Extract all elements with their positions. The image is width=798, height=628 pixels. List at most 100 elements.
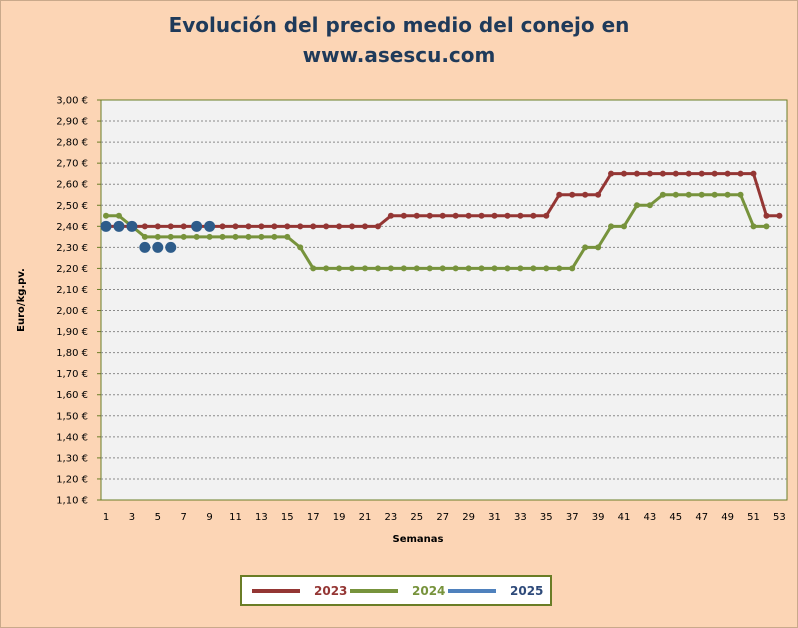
data-point-2023 (452, 212, 459, 219)
y-tick-label: 2,10 € (56, 285, 88, 296)
y-tick-label: 1,50 € (56, 411, 88, 422)
x-tick-label: 39 (592, 512, 605, 523)
x-tick-label: 33 (514, 512, 527, 523)
data-point-2024 (737, 191, 744, 198)
x-tick-label: 19 (333, 512, 346, 523)
data-point-2024 (569, 265, 576, 272)
data-point-2024 (543, 265, 550, 272)
data-point-2024 (582, 244, 589, 251)
data-point-2024 (180, 233, 187, 240)
data-point-2024 (336, 265, 343, 272)
y-tick-label: 1,30 € (56, 453, 88, 464)
data-point-2024 (141, 233, 148, 240)
data-point-2024 (517, 265, 524, 272)
data-point-2023 (724, 170, 731, 177)
legend-label-2023: 2023 (314, 583, 348, 598)
x-tick-label: 21 (359, 512, 372, 523)
series-line-2024 (106, 193, 767, 270)
data-point-2024 (103, 212, 109, 219)
data-point-2024 (491, 265, 498, 272)
data-point-2024 (271, 233, 278, 240)
data-point-2023 (737, 170, 744, 177)
data-point-2023 (271, 223, 278, 230)
x-tick-label: 29 (462, 512, 475, 523)
data-point-2024 (115, 212, 122, 219)
data-point-2024 (284, 233, 291, 240)
x-tick-label: 47 (695, 512, 708, 523)
y-tick-label: 2,80 € (56, 138, 88, 149)
legend-label-2024: 2024 (412, 583, 446, 598)
data-point-2023 (543, 212, 550, 219)
data-point-2023 (633, 170, 640, 177)
y-tick-label: 1,20 € (56, 474, 88, 485)
x-tick-label: 51 (747, 512, 760, 523)
data-point-2024 (206, 233, 213, 240)
data-point-2023 (646, 170, 653, 177)
data-point-2023 (608, 170, 615, 177)
data-point-2023 (141, 223, 148, 230)
data-point-2024 (621, 223, 627, 230)
data-point-2024 (374, 265, 381, 272)
y-tick-label: 2,60 € (56, 180, 88, 191)
y-tick-label: 2,50 € (56, 201, 88, 212)
data-point-2023 (219, 223, 226, 230)
x-tick-label: 43 (644, 512, 657, 523)
data-point-2023 (297, 223, 304, 230)
y-tick-label: 2,00 € (56, 306, 88, 317)
data-point-2024 (258, 233, 265, 240)
data-point-2024 (219, 233, 226, 240)
y-tick-label: 1,70 € (56, 369, 88, 380)
data-point-2025 (126, 220, 138, 232)
x-axis-title: Semanas (393, 534, 444, 545)
data-point-2024 (193, 233, 200, 240)
data-point-2024 (349, 265, 356, 272)
chart-title-line-2: www.asescu.com (302, 43, 496, 67)
x-tick-label: 49 (721, 512, 734, 523)
x-tick-label: 37 (566, 512, 579, 523)
data-point-2024 (465, 265, 472, 272)
data-point-2024 (362, 265, 368, 272)
x-tick-label: 35 (540, 512, 553, 523)
x-tick-label: 1 (103, 512, 109, 523)
data-point-2025 (152, 241, 164, 253)
y-tick-label: 3,00 € (56, 96, 88, 107)
x-tick-label: 23 (385, 512, 398, 523)
data-point-2024 (478, 265, 485, 272)
data-point-2024 (439, 265, 446, 272)
data-point-2024 (608, 223, 615, 230)
data-point-2023 (698, 170, 705, 177)
data-point-2025 (165, 241, 177, 253)
data-point-2023 (374, 223, 381, 230)
data-point-2024 (400, 265, 407, 272)
x-tick-label: 5 (155, 512, 161, 523)
chart-title-line-1: Evolución del precio medio del conejo en (168, 13, 630, 37)
x-tick-label: 7 (181, 512, 187, 523)
data-point-2024 (504, 265, 511, 272)
data-point-2024 (724, 191, 731, 198)
data-point-2023 (491, 212, 498, 219)
data-point-2024 (750, 223, 757, 230)
data-point-2023 (258, 223, 265, 230)
y-tick-label: 2,20 € (56, 264, 88, 275)
x-tick-label: 25 (410, 512, 423, 523)
y-tick-label: 2,40 € (56, 222, 88, 233)
x-tick-label: 3 (129, 512, 135, 523)
data-point-2025 (100, 220, 112, 232)
data-point-2023 (685, 170, 692, 177)
data-point-2023 (439, 212, 446, 219)
legend-label-2025: 2025 (510, 583, 544, 598)
data-point-2025 (191, 220, 203, 232)
x-tick-label: 9 (206, 512, 212, 523)
data-point-2023 (763, 212, 770, 219)
data-point-2024 (426, 265, 433, 272)
data-point-2023 (362, 223, 368, 230)
data-point-2024 (387, 265, 394, 272)
data-point-2023 (284, 223, 291, 230)
data-point-2023 (387, 212, 394, 219)
x-tick-label: 41 (618, 512, 631, 523)
legend-swatch-2023 (252, 588, 300, 593)
y-axis-title: Euro/kg.pv. (16, 268, 27, 332)
data-point-2024 (698, 191, 705, 198)
legend-swatch-2024 (350, 588, 398, 593)
x-tick-label: 31 (488, 512, 501, 523)
